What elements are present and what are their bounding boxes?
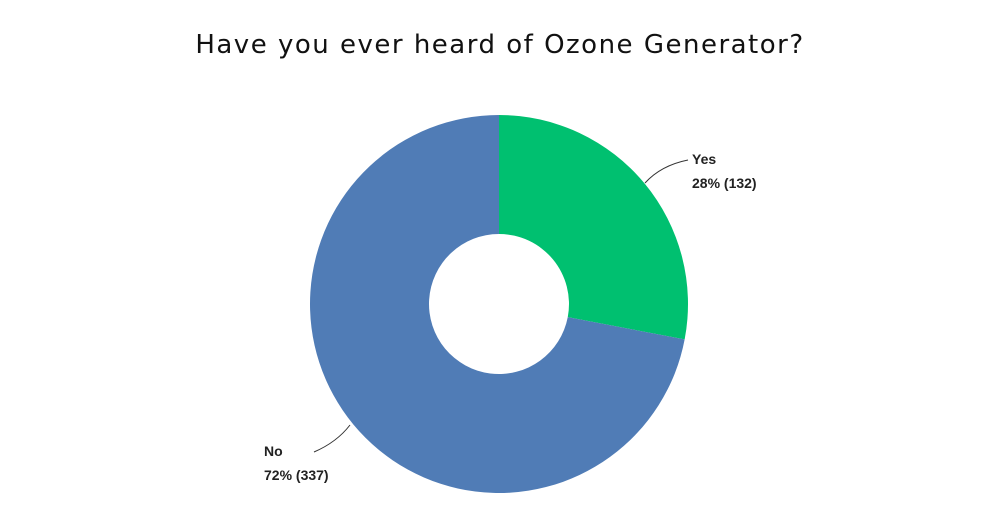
labels-layer: Yes 28% (132) No 72% (337) [264,151,757,483]
slice-value-no: 72% (337) [264,467,329,483]
slice-label-no: No [264,443,283,459]
slice-yes [499,115,688,340]
slice-label-yes: Yes [692,151,716,167]
slice-no [309,115,685,494]
chart-title: Have you ever heard of Ozone Generator? [195,30,805,60]
slices-layer [309,115,688,494]
leader-line-no [313,424,351,453]
leader-line-yes [644,159,689,184]
slice-value-yes: 28% (132) [692,175,757,191]
